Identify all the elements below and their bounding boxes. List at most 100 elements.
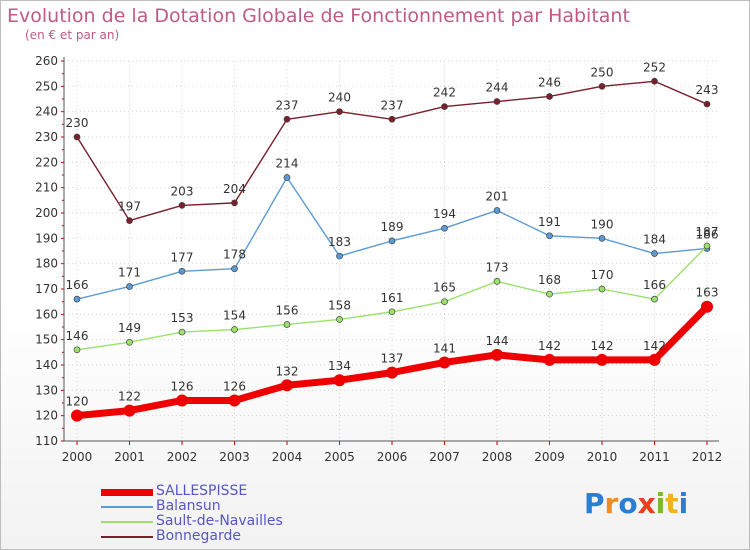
data-label: 142 <box>643 339 666 353</box>
data-point <box>441 298 448 306</box>
data-label: 243 <box>696 83 719 97</box>
y-tick-label: 110 <box>35 434 58 448</box>
data-label: 246 <box>538 75 561 89</box>
data-label: 184 <box>643 233 666 247</box>
data-point <box>178 202 186 209</box>
data-point <box>228 394 241 407</box>
data-label: 250 <box>591 65 614 79</box>
legend-swatch <box>101 536 153 538</box>
data-label: 146 <box>66 329 89 343</box>
y-tick-label: 250 <box>35 79 58 93</box>
legend-swatch <box>101 521 153 523</box>
legend-label: Bonnegarde <box>156 528 242 544</box>
data-label: 126 <box>171 379 194 393</box>
data-label: 171 <box>118 265 141 279</box>
y-tick-label: 210 <box>35 181 58 195</box>
data-label: 186 <box>696 227 719 241</box>
data-point <box>546 290 553 298</box>
data-label: 142 <box>591 339 614 353</box>
y-tick-label: 230 <box>35 130 58 144</box>
data-point <box>231 199 238 207</box>
data-point <box>438 356 451 369</box>
data-label: 156 <box>276 303 299 317</box>
data-point <box>283 174 291 181</box>
data-label: 183 <box>328 235 351 249</box>
data-label: 141 <box>433 341 456 355</box>
data-label: 149 <box>118 321 141 335</box>
data-point <box>126 338 133 346</box>
x-tick-label: 2004 <box>272 450 303 464</box>
data-point <box>598 285 606 293</box>
data-label: 168 <box>538 273 561 287</box>
data-point <box>333 374 346 387</box>
data-point <box>71 409 83 422</box>
data-label: 252 <box>643 60 666 74</box>
data-label: 153 <box>171 311 194 325</box>
data-label: 204 <box>223 182 246 196</box>
legend-label: Balansun <box>156 498 221 514</box>
data-label: 161 <box>381 291 404 305</box>
chart-subtitle: (en € et par an) <box>25 28 120 42</box>
data-label: 237 <box>381 98 404 112</box>
data-label: 163 <box>696 286 719 300</box>
y-tick-label: 260 <box>35 54 58 68</box>
data-label: 237 <box>276 98 299 112</box>
data-point <box>648 353 661 366</box>
x-tick-label: 2000 <box>62 450 93 464</box>
data-point <box>493 207 501 214</box>
data-label: 144 <box>486 334 509 348</box>
data-point <box>703 242 711 250</box>
data-label: 201 <box>486 189 509 203</box>
y-tick-label: 120 <box>35 409 58 423</box>
data-label: 165 <box>433 281 456 295</box>
y-tick-label: 160 <box>35 307 58 321</box>
data-point <box>336 252 343 260</box>
data-point <box>493 278 501 285</box>
chart-title: Evolution de la Dotation Globale de Fonc… <box>7 5 630 27</box>
logo-letter: o <box>618 487 638 520</box>
data-label: 189 <box>381 220 404 234</box>
data-label: 154 <box>223 309 246 323</box>
data-point <box>126 283 133 290</box>
data-point <box>388 237 396 245</box>
data-point <box>703 100 711 108</box>
logo-letter: t <box>665 487 679 520</box>
y-tick-label: 200 <box>35 206 58 220</box>
data-point <box>73 346 81 354</box>
data-point <box>441 103 448 110</box>
logo-letter: P <box>584 487 605 520</box>
data-label: 134 <box>328 359 351 373</box>
data-point <box>178 328 186 336</box>
data-point <box>178 267 186 275</box>
legend-label: Sault-de-Navailles <box>156 513 283 529</box>
data-label: 120 <box>66 395 89 409</box>
data-point <box>231 326 238 333</box>
data-point <box>73 133 81 141</box>
data-label: 187 <box>696 225 719 239</box>
data-label: 173 <box>486 260 509 274</box>
y-tick-label: 220 <box>35 155 58 169</box>
data-point <box>493 98 501 105</box>
y-tick-label: 180 <box>35 257 58 271</box>
data-point <box>388 115 396 123</box>
legend-swatch <box>101 506 153 508</box>
data-point <box>336 316 343 323</box>
data-point <box>281 379 293 392</box>
data-label: 166 <box>66 278 89 292</box>
data-point <box>546 232 553 240</box>
data-label: 170 <box>591 268 614 282</box>
data-label: 197 <box>118 200 141 214</box>
data-point <box>441 224 448 232</box>
data-point <box>491 348 503 361</box>
data-point <box>543 353 556 366</box>
data-label: 242 <box>433 86 456 100</box>
y-tick-label: 140 <box>35 358 58 372</box>
y-tick-label: 240 <box>35 105 58 119</box>
data-point <box>386 366 398 379</box>
data-label: 190 <box>591 217 614 231</box>
data-point <box>336 108 343 116</box>
data-label: 214 <box>276 157 299 171</box>
data-label: 177 <box>171 250 194 264</box>
data-point <box>596 353 608 366</box>
